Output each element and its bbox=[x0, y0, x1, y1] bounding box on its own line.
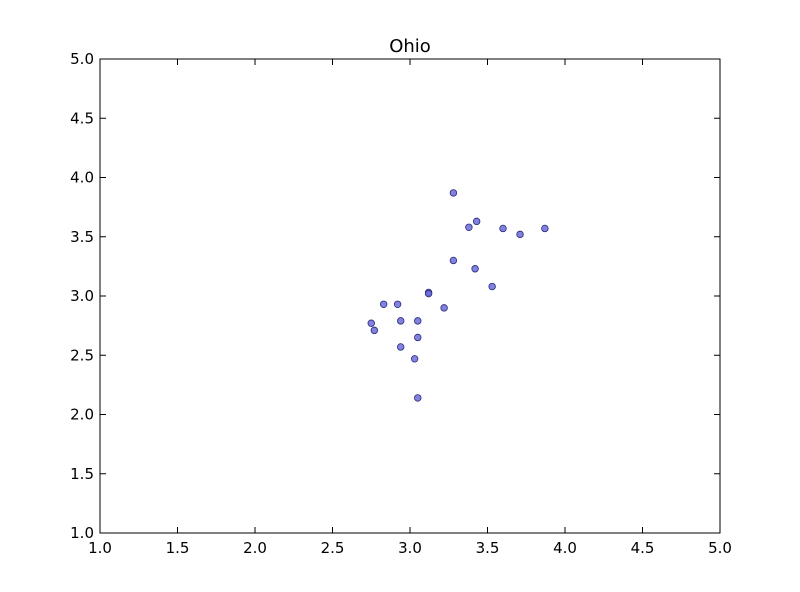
x-tick-label: 2.0 bbox=[243, 539, 267, 557]
data-point bbox=[541, 224, 549, 233]
y-tick-label: 3.5 bbox=[70, 228, 94, 246]
data-point bbox=[471, 265, 479, 273]
data-point bbox=[393, 300, 402, 308]
data-point bbox=[410, 355, 419, 363]
x-tick-label: 4.5 bbox=[631, 539, 655, 557]
data-point bbox=[499, 224, 507, 233]
y-tick-label: 4.5 bbox=[70, 109, 94, 127]
y-tick-label: 2.5 bbox=[70, 346, 94, 364]
data-point bbox=[449, 189, 458, 197]
data-point bbox=[440, 304, 448, 312]
x-tick-label: 3.0 bbox=[398, 539, 422, 557]
plot-frame bbox=[99, 58, 721, 534]
data-point bbox=[424, 289, 433, 298]
x-tick-label: 2.5 bbox=[321, 539, 345, 557]
data-point bbox=[379, 300, 388, 308]
data-point bbox=[397, 343, 405, 351]
data-point bbox=[370, 326, 379, 335]
y-tick-label: 5.0 bbox=[70, 50, 94, 68]
y-tick-label: 1.5 bbox=[70, 465, 94, 483]
x-tick-label: 1.0 bbox=[88, 539, 112, 557]
data-point bbox=[367, 319, 375, 327]
data-point bbox=[516, 230, 524, 239]
axis-ticks: 1.0 1.5 2.0 2.5 3.0 3.5 4.0 4.5 5.0 1.0 1.5 2.0 2.5 3… bbox=[70, 50, 732, 557]
data-point bbox=[414, 317, 422, 325]
chart-title: Ohio bbox=[389, 36, 431, 57]
data-point bbox=[414, 333, 422, 342]
x-tick-label: 3.5 bbox=[476, 539, 500, 557]
data-point bbox=[414, 394, 422, 402]
x-tick-label: 1.5 bbox=[166, 539, 190, 557]
x-tick-label: 5.0 bbox=[708, 539, 732, 557]
data-point bbox=[472, 217, 481, 226]
data-point bbox=[397, 317, 405, 325]
data-points bbox=[367, 189, 549, 402]
data-point bbox=[488, 282, 496, 291]
data-point bbox=[465, 223, 473, 231]
x-tick-label: 4.0 bbox=[553, 539, 577, 557]
y-tick-label: 1.0 bbox=[70, 524, 94, 542]
y-tick-label: 3.0 bbox=[70, 287, 94, 305]
data-point bbox=[449, 256, 458, 265]
y-tick-label: 4.0 bbox=[70, 169, 94, 187]
y-tick-label: 2.0 bbox=[70, 406, 94, 424]
